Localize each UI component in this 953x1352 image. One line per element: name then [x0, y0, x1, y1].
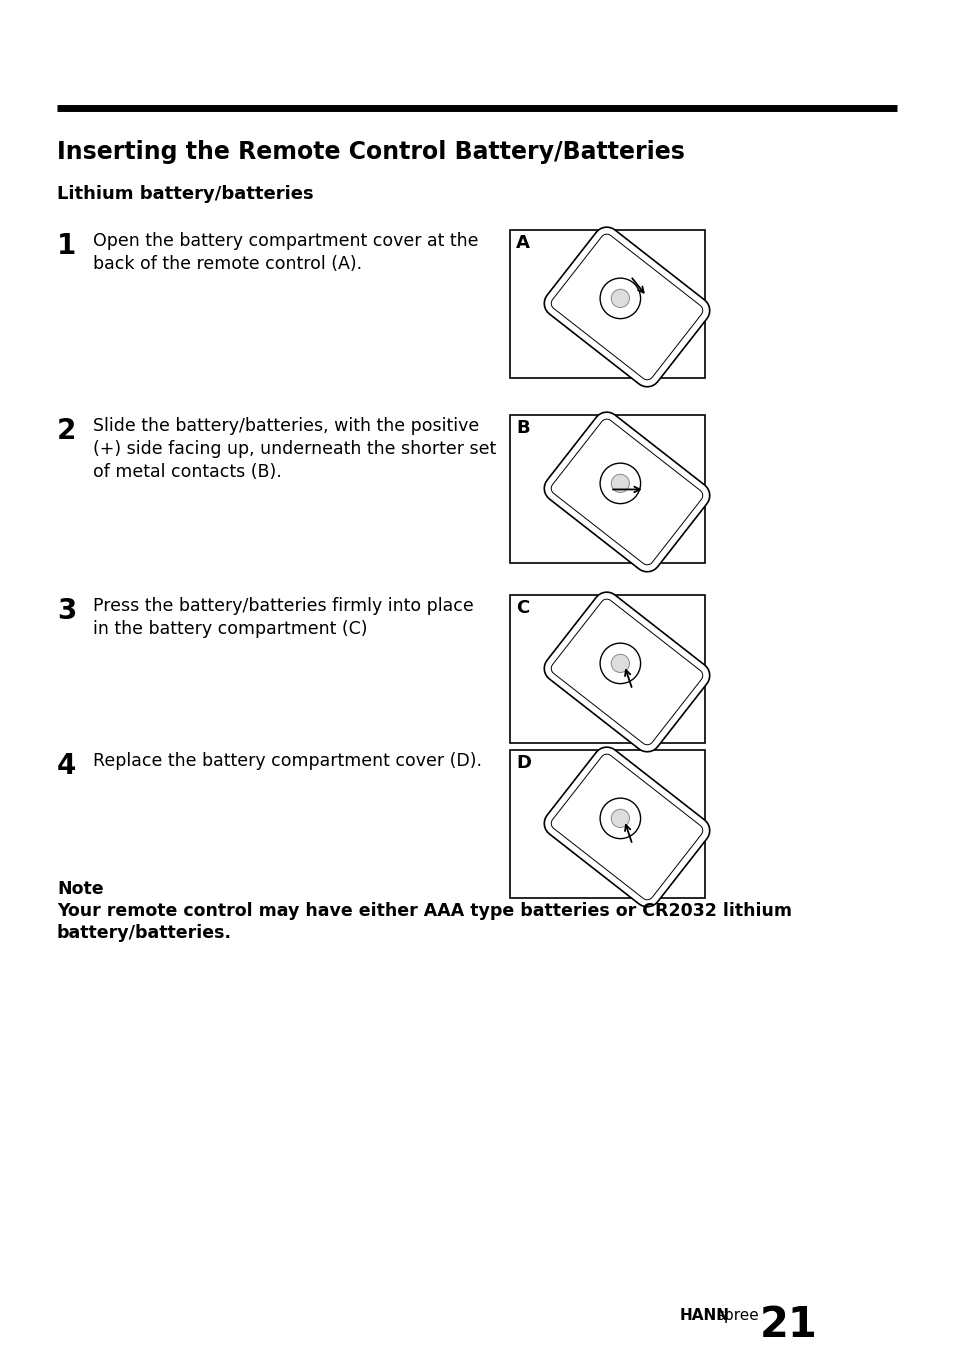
- Circle shape: [611, 654, 629, 672]
- Circle shape: [611, 289, 629, 307]
- Text: D: D: [516, 754, 531, 772]
- Text: HANN: HANN: [679, 1307, 729, 1324]
- Circle shape: [599, 279, 639, 319]
- Text: 1: 1: [57, 233, 76, 260]
- Text: Note: Note: [57, 880, 104, 898]
- Text: C: C: [516, 599, 529, 617]
- Text: Replace the battery compartment cover (D).: Replace the battery compartment cover (D…: [92, 752, 481, 771]
- Circle shape: [611, 810, 629, 827]
- Bar: [510, 230, 704, 379]
- Text: battery/batteries.: battery/batteries.: [57, 923, 232, 942]
- Text: A: A: [516, 234, 529, 251]
- Text: Your remote control may have either AAA type batteries or CR2032 lithium: Your remote control may have either AAA …: [57, 902, 791, 919]
- Text: 3: 3: [57, 598, 76, 625]
- Text: 21: 21: [760, 1303, 817, 1347]
- Bar: [510, 750, 704, 898]
- Text: Open the battery compartment cover at the: Open the battery compartment cover at th…: [92, 233, 478, 250]
- Circle shape: [611, 475, 629, 492]
- Bar: [510, 595, 704, 744]
- Text: back of the remote control (A).: back of the remote control (A).: [92, 256, 362, 273]
- Text: Slide the battery/batteries, with the positive: Slide the battery/batteries, with the po…: [92, 416, 478, 435]
- Text: spree: spree: [716, 1307, 758, 1324]
- Circle shape: [599, 644, 639, 684]
- Polygon shape: [543, 412, 709, 572]
- Bar: [510, 415, 704, 562]
- Circle shape: [599, 464, 639, 504]
- Polygon shape: [543, 748, 709, 907]
- Text: in the battery compartment (C): in the battery compartment (C): [92, 621, 367, 638]
- Text: Inserting the Remote Control Battery/Batteries: Inserting the Remote Control Battery/Bat…: [57, 141, 684, 164]
- Text: of metal contacts (B).: of metal contacts (B).: [92, 462, 281, 481]
- Text: 4: 4: [57, 752, 76, 780]
- Polygon shape: [543, 592, 709, 752]
- Text: B: B: [516, 419, 529, 437]
- Text: 2: 2: [57, 416, 76, 445]
- Text: Lithium battery/batteries: Lithium battery/batteries: [57, 185, 314, 203]
- Text: Press the battery/batteries firmly into place: Press the battery/batteries firmly into …: [92, 598, 474, 615]
- Text: (+) side facing up, underneath the shorter set: (+) side facing up, underneath the short…: [92, 439, 496, 458]
- Circle shape: [599, 798, 639, 838]
- Polygon shape: [543, 227, 709, 387]
